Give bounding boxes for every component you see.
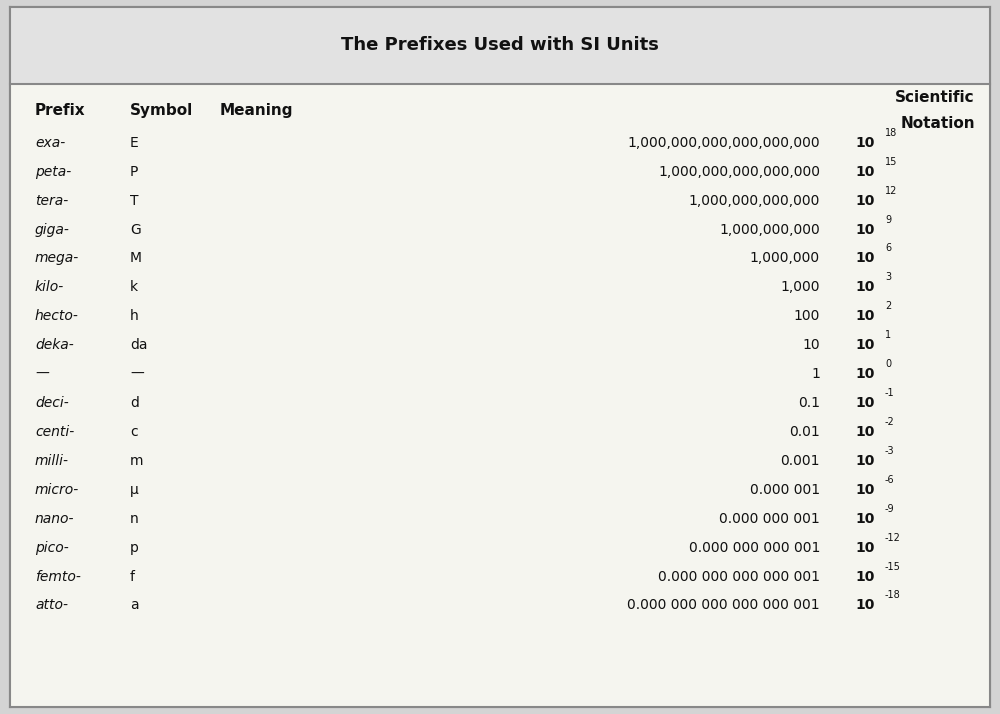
Text: 0.000 000 000 001: 0.000 000 000 001 [689,540,820,555]
Text: hecto-: hecto- [35,309,79,323]
Text: 10: 10 [855,136,874,150]
Text: 1,000,000,000,000,000: 1,000,000,000,000,000 [658,165,820,178]
Text: 10: 10 [855,251,874,266]
Text: 18: 18 [885,128,897,138]
Text: 1: 1 [811,367,820,381]
Text: 10: 10 [855,338,874,352]
Text: mega-: mega- [35,251,79,266]
Text: 0.000 000 001: 0.000 000 001 [719,512,820,526]
Bar [10,7,990,84]
Text: 1,000,000,000,000,000,000: 1,000,000,000,000,000,000 [627,136,820,150]
Text: n: n [130,512,139,526]
Text: 10: 10 [855,512,874,526]
Text: 10: 10 [855,396,874,410]
Text: 10: 10 [855,165,874,178]
Text: -6: -6 [885,475,895,485]
Text: 9: 9 [885,214,891,225]
Text: 0.01: 0.01 [789,425,820,439]
Text: 10: 10 [855,454,874,468]
Text: d: d [130,396,139,410]
Text: 0.1: 0.1 [798,396,820,410]
Text: atto-: atto- [35,598,68,613]
Text: 10: 10 [855,223,874,236]
Text: kilo-: kilo- [35,281,64,294]
Text: a: a [130,598,139,613]
Text: Symbol: Symbol [130,103,193,119]
Text: f: f [130,570,135,583]
Text: P: P [130,165,138,178]
Text: Meaning: Meaning [220,103,294,119]
Text: 1,000: 1,000 [780,281,820,294]
Text: 10: 10 [802,338,820,352]
Text: m: m [130,454,144,468]
Text: nano-: nano- [35,512,74,526]
Text: p: p [130,540,139,555]
Text: —: — [35,367,49,381]
Text: -1: -1 [885,388,895,398]
Text: femto-: femto- [35,570,81,583]
Text: h: h [130,309,139,323]
Text: E: E [130,136,139,150]
Text: 0.001: 0.001 [780,454,820,468]
Text: Notation: Notation [900,116,975,131]
Text: 0.000 001: 0.000 001 [750,483,820,497]
Text: -15: -15 [885,561,901,572]
Text: exa-: exa- [35,136,65,150]
Text: -9: -9 [885,503,895,514]
Text: 1,000,000,000: 1,000,000,000 [719,223,820,236]
Text: 15: 15 [885,156,897,167]
Text: Prefix: Prefix [35,103,86,119]
Text: -3: -3 [885,446,895,456]
Text: 0.000 000 000 000 000 001: 0.000 000 000 000 000 001 [627,598,820,613]
Text: μ: μ [130,483,139,497]
Text: milli-: milli- [35,454,69,468]
Text: 10: 10 [855,309,874,323]
Text: -2: -2 [885,417,895,427]
Text: centi-: centi- [35,425,74,439]
Text: M: M [130,251,142,266]
Text: T: T [130,193,138,208]
Text: 6: 6 [885,243,891,253]
Text: G: G [130,223,141,236]
Text: -18: -18 [885,590,901,600]
Text: micro-: micro- [35,483,79,497]
Text: 0.000 000 000 000 001: 0.000 000 000 000 001 [658,570,820,583]
Text: 10: 10 [855,483,874,497]
Text: peta-: peta- [35,165,71,178]
Text: tera-: tera- [35,193,68,208]
Text: 3: 3 [885,272,891,283]
Bar [10,84,990,707]
Text: k: k [130,281,138,294]
Text: The Prefixes Used with SI Units: The Prefixes Used with SI Units [341,36,659,54]
Text: 10: 10 [855,540,874,555]
Text: deci-: deci- [35,396,69,410]
Text: Scientific: Scientific [895,90,975,106]
Text: 10: 10 [855,598,874,613]
Text: 0: 0 [885,359,891,369]
Text: 10: 10 [855,425,874,439]
Text: 1: 1 [885,330,891,341]
Text: 10: 10 [855,281,874,294]
Text: deka-: deka- [35,338,74,352]
Text: -12: -12 [885,533,901,543]
Text: 2: 2 [885,301,891,311]
Text: 10: 10 [855,193,874,208]
Text: 10: 10 [855,570,874,583]
Text: 10: 10 [855,367,874,381]
Text: —: — [130,367,144,381]
Text: giga-: giga- [35,223,70,236]
Text: c: c [130,425,138,439]
Text: 1,000,000,000,000: 1,000,000,000,000 [689,193,820,208]
Text: pico-: pico- [35,540,69,555]
Text: 12: 12 [885,186,897,196]
Text: 1,000,000: 1,000,000 [750,251,820,266]
Text: 100: 100 [794,309,820,323]
Text: da: da [130,338,148,352]
